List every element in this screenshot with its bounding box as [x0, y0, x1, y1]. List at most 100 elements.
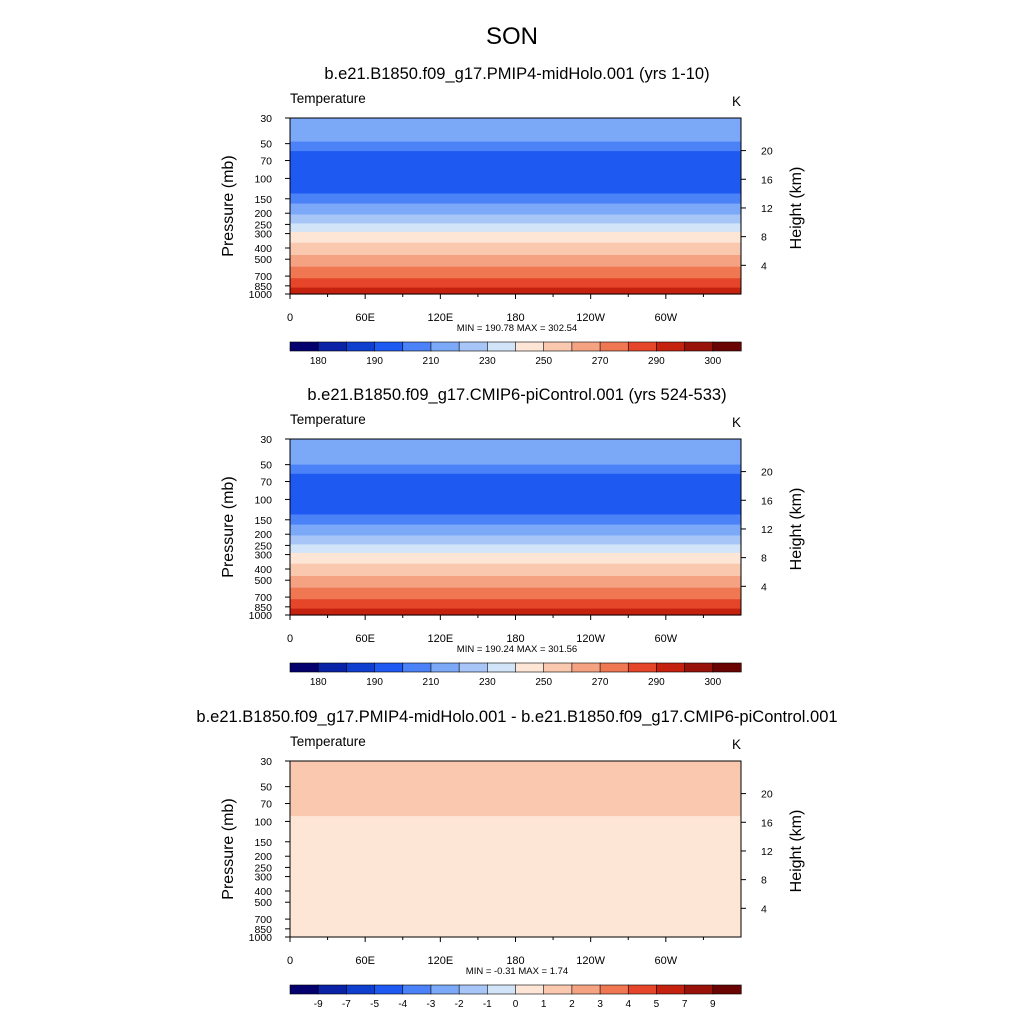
colorbar-box	[430, 341, 460, 352]
y-tick-label: 70	[260, 156, 272, 168]
x-tick-label: 60W	[655, 955, 678, 967]
contour-band	[290, 473, 741, 516]
contour-band	[290, 563, 741, 577]
y-tick-label: 100	[254, 494, 272, 506]
y2-axis-label: Height (km)	[788, 810, 805, 893]
y-tick-label: 50	[260, 139, 272, 151]
colorbar-box	[346, 984, 376, 995]
x-tick-label: 120E	[427, 633, 453, 645]
contour-band	[290, 608, 741, 616]
colorbar-box	[402, 984, 432, 995]
colorbar-label: 9	[710, 999, 716, 1010]
colorbar-label: 250	[535, 677, 552, 688]
contour-band	[290, 203, 741, 216]
colorbar-label: 7	[682, 999, 688, 1010]
y-axis-label: Pressure (mb)	[220, 798, 237, 899]
contour-band	[290, 214, 741, 224]
x-tick-label: 180	[506, 955, 524, 967]
y-tick-label: 850	[254, 924, 272, 936]
colorbar-box	[430, 984, 460, 995]
colorbar-box	[374, 662, 404, 673]
colorbar-label: 230	[479, 356, 496, 367]
colorbar-label: 290	[648, 356, 665, 367]
colorbar-label: 4	[626, 999, 632, 1010]
colorbar-box	[402, 341, 432, 352]
colorbar-box	[712, 984, 742, 995]
y-tick-label: 850	[254, 281, 272, 293]
x-tick-label: 180	[506, 633, 524, 645]
contour-band	[290, 151, 741, 195]
y-tick-label: 400	[254, 886, 272, 898]
colorbar-box	[627, 984, 658, 995]
colorbar-label: 300	[704, 356, 721, 367]
contour-band	[290, 464, 741, 475]
y-tick-label: 70	[260, 477, 272, 489]
y-tick-label: 500	[254, 897, 272, 909]
colorbar-label: -7	[342, 999, 351, 1010]
x-tick-label: 0	[287, 633, 293, 645]
colorbar-label: -5	[370, 999, 379, 1010]
contour-band	[290, 439, 741, 466]
contour-band	[290, 576, 741, 589]
contour-band	[290, 266, 741, 279]
stats-label: MIN = 190.24 MAX = 301.56	[457, 644, 577, 655]
y-tick-label: 150	[254, 515, 272, 527]
y-tick-label: 200	[254, 208, 272, 220]
x-tick-label: 180	[506, 312, 524, 324]
contour-band	[290, 223, 741, 233]
colorbar-box	[515, 662, 545, 673]
y2-tick-label: 4	[761, 260, 767, 272]
colorbar-label: -4	[398, 999, 407, 1010]
y-tick-label: 30	[260, 756, 272, 768]
colorbar-box	[656, 984, 686, 995]
y-tick-label: 30	[260, 113, 272, 125]
y-axis-label: Pressure (mb)	[220, 476, 237, 577]
y-tick-label: 1000	[249, 289, 273, 301]
panel-title: b.e21.B1850.f09_g17.PMIP4-midHolo.001 - …	[196, 708, 837, 726]
colorbar-box	[458, 984, 488, 995]
y-tick-label: 200	[254, 851, 272, 863]
colorbar-box	[317, 341, 347, 352]
panel-2: b.e21.B1850.f09_g17.CMIP6-piControl.001 …	[220, 386, 805, 688]
panel-1: b.e21.B1850.f09_g17.PMIP4-midHolo.001 (y…	[220, 65, 805, 367]
y2-tick-label: 4	[761, 903, 767, 915]
y2-tick-label: 16	[761, 817, 773, 829]
colorbar-label: -1	[483, 999, 492, 1010]
contour-band	[290, 255, 741, 268]
contour-band	[290, 118, 741, 143]
colorbar-box	[289, 662, 319, 673]
colorbar-box	[487, 662, 517, 673]
y-tick-label: 700	[254, 271, 272, 283]
colorbar-box	[656, 662, 686, 673]
y2-tick-label: 8	[761, 875, 767, 887]
colorbar-label: 1	[541, 999, 547, 1010]
units-label: K	[732, 737, 741, 752]
colorbar-box	[712, 662, 742, 673]
panel-title: b.e21.B1850.f09_g17.PMIP4-midHolo.001 (y…	[324, 65, 709, 83]
x-tick-label: 0	[287, 955, 293, 967]
x-tick-label: 60E	[355, 312, 375, 324]
colorbar-box	[543, 341, 573, 352]
colorbar-box	[289, 984, 319, 995]
contour-band	[290, 535, 741, 545]
colorbar-box	[656, 341, 686, 352]
y2-axis-label: Height (km)	[788, 488, 805, 571]
colorbar-box	[487, 984, 517, 995]
colorbar-box	[458, 662, 488, 673]
y-tick-label: 300	[254, 229, 272, 241]
colorbar-label: 180	[310, 356, 327, 367]
y-tick-label: 1000	[249, 932, 273, 944]
variable-label: Temperature	[290, 412, 366, 427]
x-tick-label: 60W	[655, 633, 678, 645]
colorbar-box	[599, 341, 629, 352]
colorbar-box	[515, 341, 545, 352]
contour-band	[290, 599, 741, 610]
colorbar-box	[543, 984, 573, 995]
x-tick-label: 120E	[427, 312, 453, 324]
y2-tick-label: 16	[761, 495, 773, 507]
colorbar-box	[430, 662, 460, 673]
y-tick-label: 700	[254, 914, 272, 926]
colorbar-label: 180	[310, 677, 327, 688]
y-tick-label: 500	[254, 254, 272, 266]
y-tick-label: 30	[260, 434, 272, 446]
